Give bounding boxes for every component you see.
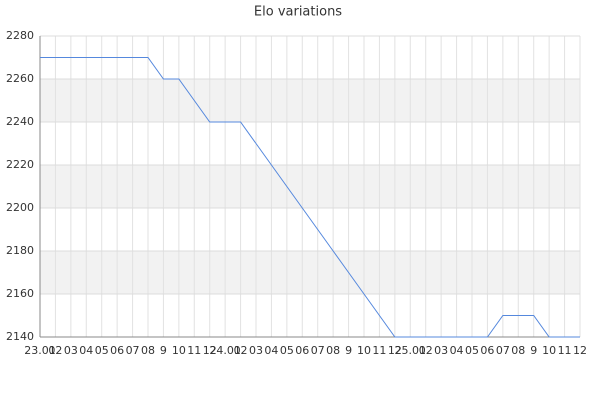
x-tick-label: 10 xyxy=(542,344,556,357)
x-tick-label: 02 xyxy=(419,344,433,357)
y-tick-label: 2220 xyxy=(6,158,34,171)
x-tick-label: 03 xyxy=(249,344,263,357)
x-tick-label: 03 xyxy=(434,344,448,357)
y-tick-label: 2260 xyxy=(6,72,34,85)
x-tick-label: 10 xyxy=(172,344,186,357)
data-line xyxy=(40,57,580,338)
x-tick-label: 9 xyxy=(160,344,167,357)
x-tick-label: 05 xyxy=(465,344,479,357)
x-tick-label: 08 xyxy=(141,344,155,357)
x-tick-label: 12 xyxy=(573,344,587,357)
x-tick-label: 9 xyxy=(530,344,537,357)
x-tick-label: 12 xyxy=(388,344,402,357)
x-tick-label: 12 xyxy=(203,344,217,357)
x-tick-label: 04 xyxy=(79,344,93,357)
x-tick-label: 04 xyxy=(264,344,278,357)
x-tick-label: 02 xyxy=(234,344,248,357)
y-tick-label: 2160 xyxy=(6,287,34,300)
x-tick-label: 24.01 xyxy=(209,344,241,357)
x-tick-label: 07 xyxy=(311,344,325,357)
x-tick-label: 07 xyxy=(496,344,510,357)
grid-band xyxy=(40,79,580,122)
x-tick-label: 04 xyxy=(450,344,464,357)
x-tick-label: 05 xyxy=(95,344,109,357)
y-tick-label: 2240 xyxy=(6,115,34,128)
x-tick-label: 06 xyxy=(110,344,124,357)
chart-title: Elo variations xyxy=(254,5,342,20)
x-tick-label: 08 xyxy=(326,344,340,357)
y-tick-label: 2200 xyxy=(6,201,34,214)
x-tick-label: 06 xyxy=(295,344,309,357)
y-tick-label: 2180 xyxy=(6,244,34,257)
grid-band xyxy=(40,251,580,294)
x-tick-label: 07 xyxy=(126,344,140,357)
x-tick-label: 08 xyxy=(511,344,525,357)
x-tick-label: 11 xyxy=(372,344,386,357)
x-tick-label: 06 xyxy=(480,344,494,357)
grid-band xyxy=(40,165,580,208)
x-tick-label: 23.01 xyxy=(24,344,56,357)
x-tick-label: 11 xyxy=(187,344,201,357)
x-tick-label: 25.01 xyxy=(395,344,427,357)
x-tick-label: 11 xyxy=(558,344,572,357)
x-tick-label: 03 xyxy=(64,344,78,357)
x-tick-label: 10 xyxy=(357,344,371,357)
y-tick-label: 2140 xyxy=(6,330,34,343)
y-tick-label: 2280 xyxy=(6,29,34,42)
x-tick-label: 02 xyxy=(48,344,62,357)
x-tick-label: 9 xyxy=(345,344,352,357)
x-tick-label: 05 xyxy=(280,344,294,357)
